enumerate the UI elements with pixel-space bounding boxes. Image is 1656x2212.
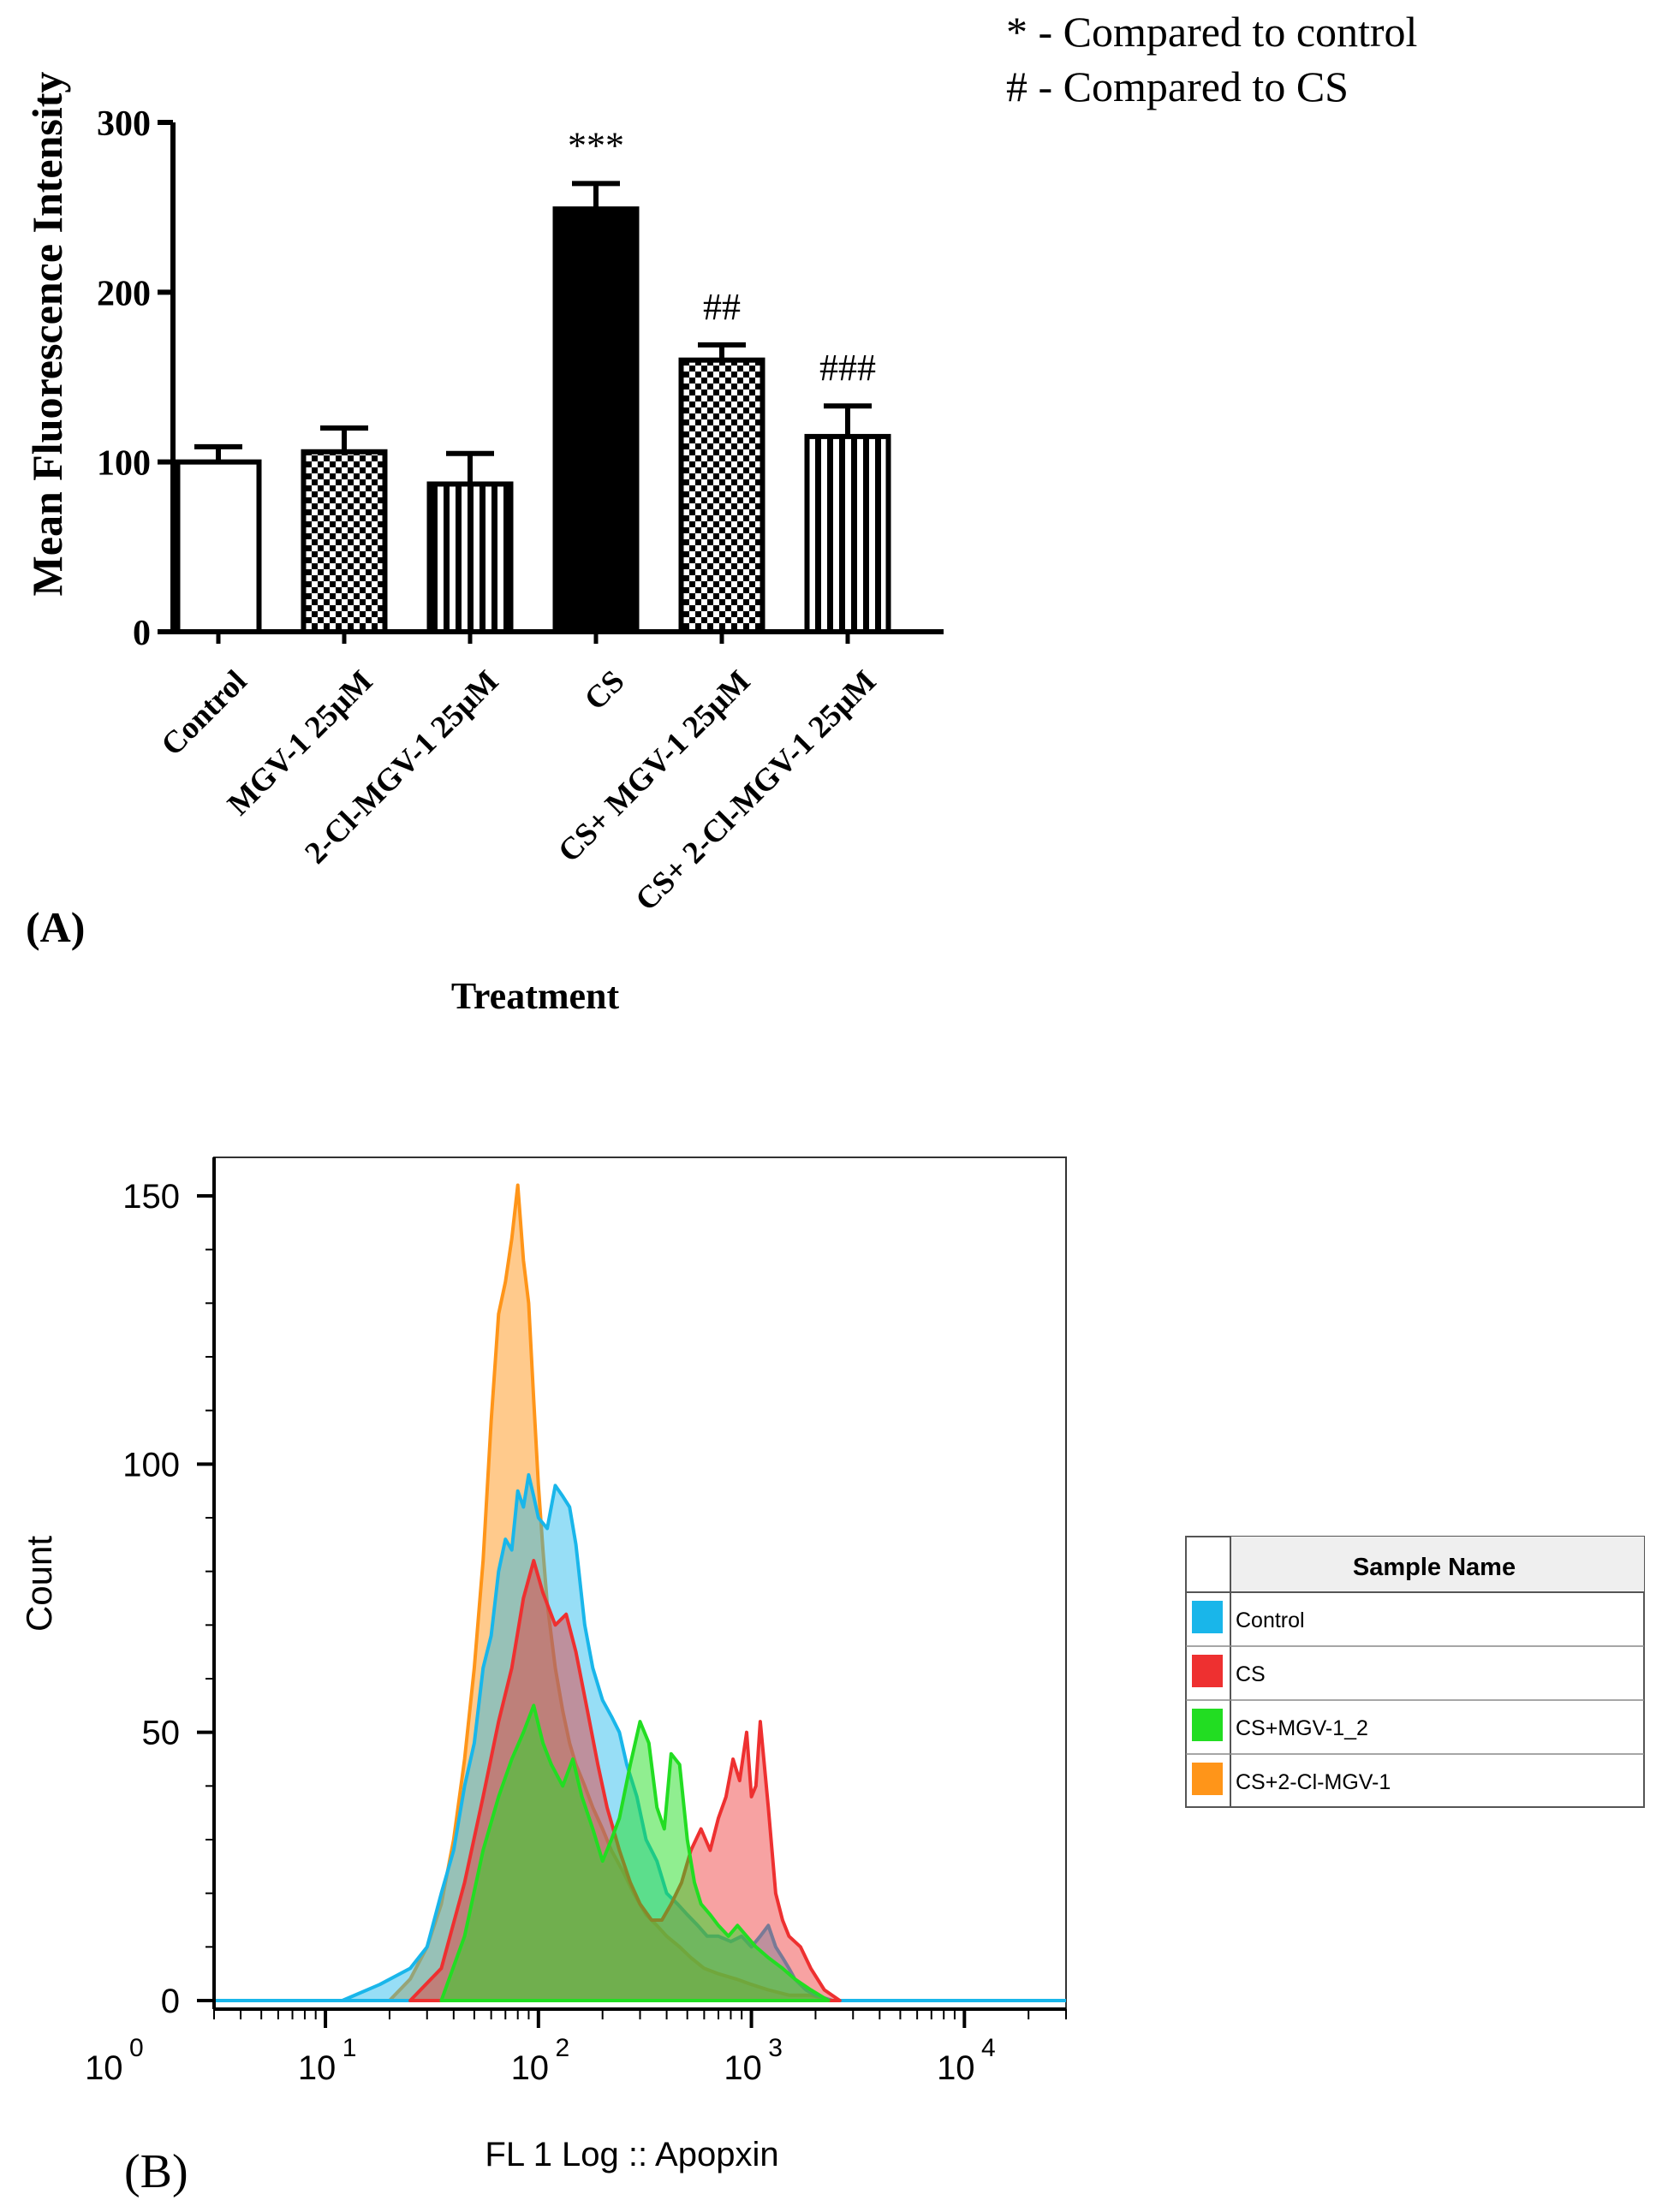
bar-chart-y-label: Mean Fluorescence Intensity (23, 72, 71, 597)
legend-swatch (1192, 1763, 1223, 1795)
significance-annotation: ## (703, 286, 741, 328)
bar-chart-bars: ***##### (175, 124, 891, 635)
bar-chart-x-label: Treatment (451, 975, 620, 1017)
bar (552, 206, 640, 634)
y-tick-label: 0 (161, 1983, 180, 2020)
bar (301, 449, 388, 634)
x-tick-base: 10 (724, 2049, 762, 2087)
histogram-x-label: FL 1 Log :: Apopxin (485, 2136, 778, 2173)
y-tick-label: 200 (97, 274, 151, 313)
x-tick-base: 10 (85, 2049, 123, 2087)
y-tick-label: 150 (122, 1178, 180, 1216)
x-tick-exponent: 4 (981, 2034, 996, 2062)
legend-swatch (1192, 1601, 1223, 1633)
histogram-series (214, 1183, 1066, 2002)
significance-annotation: ### (819, 347, 876, 389)
legend-items: Control CS CS+MGV-1_2 CS+2-Cl-MGV-1 (1192, 1601, 1391, 1795)
x-tick-exponent: 2 (555, 2034, 569, 2062)
legend-item: CS+MGV-1_2 (1192, 1709, 1368, 1741)
x-tick-label: 104 (937, 2034, 996, 2087)
note-cs: # - Compared to CS (1006, 62, 1349, 110)
category-label: Control (155, 663, 254, 763)
legend-label: Control (1236, 1608, 1305, 1632)
y-tick-label: 100 (122, 1446, 180, 1484)
x-tick-base: 10 (298, 2049, 337, 2087)
x-tick-base: 10 (511, 2049, 550, 2087)
bar (804, 433, 891, 634)
note-control: * - Compared to control (1006, 8, 1417, 56)
x-tick-exponent: 3 (768, 2034, 783, 2062)
x-tick-label: 102 (511, 2034, 570, 2087)
y-tick-label: 50 (142, 1715, 181, 1752)
legend-item: CS+2-Cl-MGV-1 (1192, 1763, 1391, 1795)
legend-item: Control (1192, 1601, 1305, 1633)
x-tick-exponent: 1 (343, 2034, 357, 2062)
legend-header: Sample Name (1353, 1554, 1516, 1581)
legend-swatch (1192, 1655, 1223, 1687)
x-tick-label: 101 (298, 2034, 357, 2087)
bar (678, 357, 765, 634)
bar (426, 481, 514, 635)
x-tick-base: 10 (937, 2049, 975, 2087)
y-tick-label: 0 (133, 614, 151, 653)
bar-chart-y-ticks: 0 100 200 300 (97, 104, 173, 653)
category-label: CS (578, 663, 631, 717)
legend-label: CS+2-Cl-MGV-1 (1236, 1770, 1391, 1794)
histogram-area-control (340, 1472, 835, 2002)
y-tick-label: 100 (97, 444, 151, 484)
x-tick-label: 103 (724, 2034, 783, 2087)
panel-a-label: (A) (26, 903, 85, 951)
histogram-area-cs-mgv-1-2 (439, 1704, 831, 2002)
legend-item: CS (1192, 1655, 1266, 1687)
legend-label: CS+MGV-1_2 (1236, 1716, 1368, 1740)
x-tick-exponent: 0 (129, 2034, 144, 2062)
histogram-y-label: Count (19, 1536, 59, 1632)
legend-swatch (1192, 1709, 1223, 1741)
x-tick-label: 100 (85, 2034, 144, 2087)
significance-annotation: *** (568, 124, 624, 166)
histogram-y-ticks: 0 50 100 150 (122, 1178, 214, 2020)
legend-label: CS (1236, 1662, 1266, 1686)
histogram-legend: Sample Name Control CS CS+MGV-1_2 CS+2-Cl-M… (1185, 1536, 1645, 1808)
y-tick-label: 300 (97, 104, 151, 144)
legend-header-background (1230, 1537, 1644, 1592)
bar (175, 459, 262, 635)
panel-b-label: (B) (124, 2145, 188, 2198)
category-label: CS+ 2-Cl-MGV-1 25µM (629, 663, 884, 918)
